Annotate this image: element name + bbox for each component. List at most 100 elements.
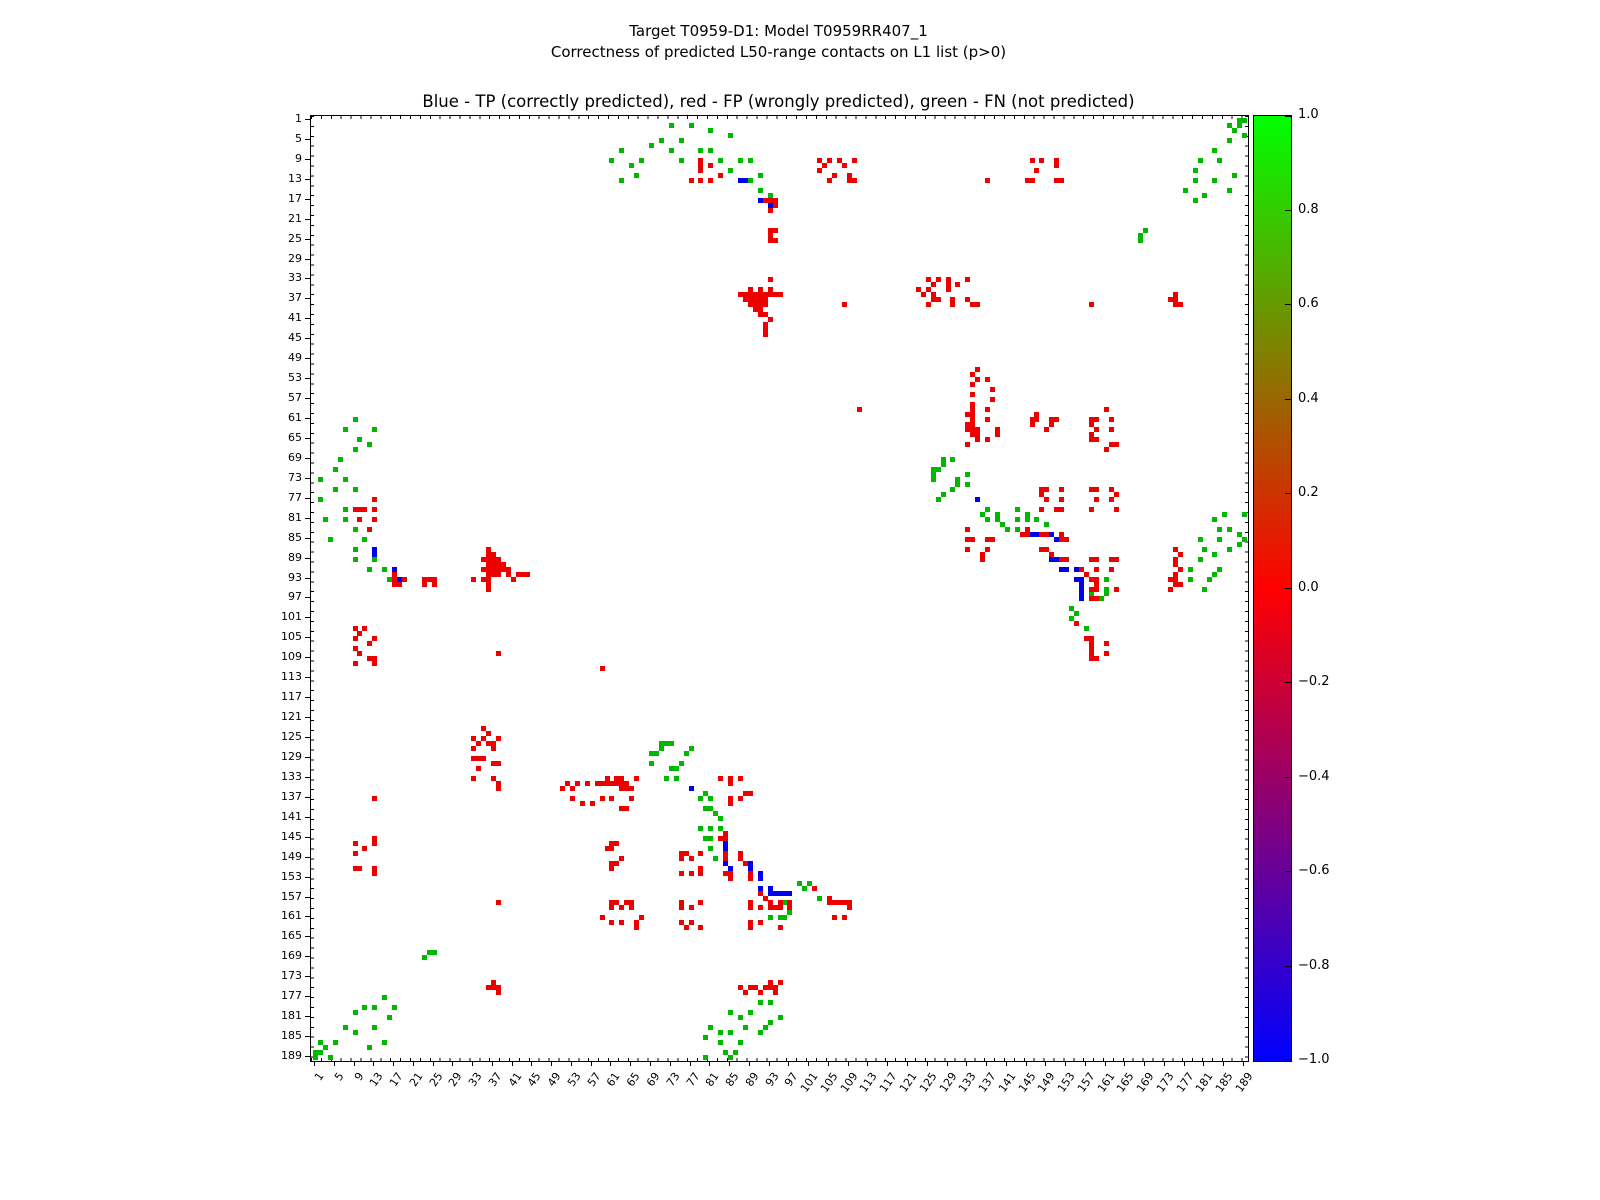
contact-point-fp — [485, 586, 491, 592]
y-tick-label: 173 — [281, 969, 302, 983]
contact-point-fn — [342, 427, 348, 432]
y-tick-mark — [305, 1036, 310, 1038]
contact-point-fp — [752, 307, 758, 313]
x-tick-label: 9 — [351, 1070, 367, 1084]
y-tick-mark — [305, 378, 310, 380]
y-tick-label: 13 — [288, 171, 302, 185]
contact-point-fn — [718, 825, 724, 831]
contact-point-fp — [624, 780, 630, 786]
y-tick-label: 21 — [288, 211, 302, 225]
contact-point-fp — [688, 905, 694, 911]
x-tick-mark — [353, 1061, 355, 1066]
contact-point-fp — [728, 800, 734, 806]
contact-point-fp — [728, 870, 734, 876]
contact-point-fp — [1172, 581, 1178, 587]
contact-point-fp — [970, 417, 976, 423]
colorbar-tick-label: −0.8 — [1298, 957, 1330, 973]
contact-point-fp — [1103, 651, 1109, 657]
contact-point-fp — [619, 920, 625, 926]
y-tick-mark — [305, 617, 310, 619]
contact-point-fn — [668, 765, 674, 771]
contact-point-fp — [728, 775, 734, 781]
x-tick-mark — [1084, 1061, 1086, 1066]
contact-point-fn — [629, 162, 635, 168]
contact-point-fp — [1108, 441, 1114, 447]
contact-point-fn — [431, 950, 437, 956]
contact-point-fp — [1088, 431, 1094, 437]
contact-point-fp — [728, 875, 734, 881]
x-tick-mark — [1025, 1061, 1027, 1066]
contact-point-fp — [609, 905, 615, 911]
contact-point-fn — [372, 1025, 378, 1031]
contact-point-fn — [1237, 118, 1243, 123]
contact-point-fp — [1054, 157, 1060, 163]
y-tick-mark — [305, 557, 310, 559]
contact-point-fn — [1232, 127, 1238, 133]
contact-point-fp — [629, 785, 635, 791]
contact-point-fp — [698, 167, 704, 173]
y-tick-label: 77 — [288, 490, 302, 504]
x-tick-mark — [867, 1061, 869, 1066]
contact-point-fp — [678, 850, 684, 856]
contact-point-fn — [930, 466, 936, 472]
y-axis-minor-ticks — [311, 116, 314, 1061]
contact-point-fp — [1034, 412, 1040, 418]
contact-point-fp — [965, 427, 971, 432]
contact-point-fp — [1044, 486, 1050, 492]
contact-point-fp — [579, 800, 585, 806]
contact-point-fn — [1024, 511, 1030, 517]
x-tick-label: 149 — [1035, 1070, 1058, 1095]
x-tick-label: 129 — [936, 1070, 960, 1095]
contact-point-fp — [975, 302, 981, 308]
contact-point-fn — [352, 486, 358, 492]
contact-point-fp — [362, 506, 368, 512]
y-tick-mark — [305, 677, 310, 679]
x-tick-label: 161 — [1094, 1070, 1118, 1095]
contact-point-fp — [1044, 531, 1050, 537]
contact-point-fn — [767, 1020, 773, 1026]
contact-point-fp — [747, 790, 753, 796]
axes-title: Blue - TP (correctly predicted), red - F… — [422, 92, 1135, 111]
contact-point-fp — [485, 581, 491, 587]
contact-point-fp — [767, 277, 773, 283]
x-tick-label: 77 — [683, 1070, 703, 1089]
contact-point-fn — [678, 760, 684, 766]
contact-point-fp — [1093, 427, 1099, 432]
x-tick-mark — [531, 1061, 533, 1066]
contact-point-fp — [970, 382, 976, 388]
contact-point-fn — [777, 915, 783, 921]
y-tick-mark — [305, 457, 310, 459]
contact-point-fp — [520, 571, 526, 577]
x-tick-mark — [1223, 1061, 1225, 1066]
contact-point-tp — [757, 875, 763, 881]
contact-point-fn — [728, 167, 734, 173]
contact-point-fn — [1217, 566, 1223, 572]
contact-point-fp — [490, 551, 496, 557]
contact-point-fp — [826, 177, 832, 183]
contact-point-fp — [481, 726, 486, 732]
contact-point-fp — [975, 367, 981, 373]
contact-point-fp — [485, 551, 491, 557]
contact-point-fp — [490, 775, 496, 781]
contact-point-fn — [673, 775, 679, 781]
contact-point-fp — [1054, 506, 1060, 512]
contact-point-fp — [1088, 302, 1094, 308]
x-tick-mark — [452, 1061, 454, 1066]
contact-point-fp — [762, 297, 768, 303]
contact-point-fn — [317, 1050, 323, 1056]
contact-point-fn — [668, 741, 674, 746]
contact-point-fn — [313, 1055, 318, 1060]
contact-point-fp — [495, 556, 501, 562]
contact-point-fp — [728, 780, 734, 786]
contact-point-fp — [367, 641, 373, 647]
contact-map-plot-area — [310, 115, 1249, 1062]
contact-point-fn — [728, 1030, 734, 1036]
contact-point-fn — [1103, 586, 1109, 592]
contact-point-fn — [777, 1015, 783, 1021]
contact-point-fp — [787, 905, 793, 911]
contact-point-fn — [703, 790, 709, 796]
contact-point-tp — [757, 197, 763, 203]
contact-point-fn — [619, 177, 625, 183]
contact-point-fp — [1064, 556, 1070, 562]
x-tick-label: 185 — [1213, 1070, 1236, 1095]
